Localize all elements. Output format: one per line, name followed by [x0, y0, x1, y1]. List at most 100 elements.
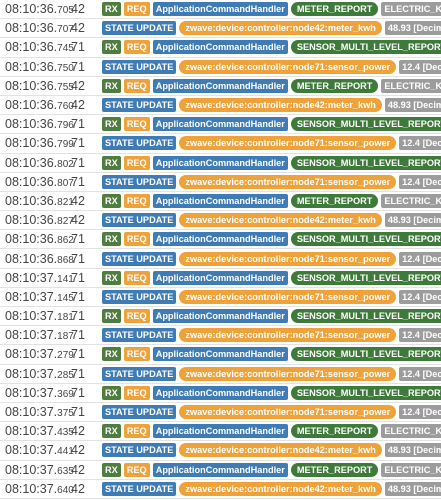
time-hms: 08:10:36. [5, 98, 58, 113]
timestamp: 08:10:36.760 [0, 98, 74, 113]
badge: REQ [123, 40, 150, 55]
badge: STATE UPDATE [102, 481, 177, 496]
node-id: 71 [71, 251, 85, 266]
node-id: 42 [71, 21, 85, 36]
node-id: 71 [71, 289, 85, 304]
badge: METER_REPORT [290, 78, 379, 93]
badge: SENSOR_MULTI_LEVEL_REPORT [290, 155, 441, 170]
badge: METER_REPORT [290, 193, 379, 208]
badge: ApplicationCommandHandler [152, 424, 288, 439]
log-row: 08:10:37.285 71 STATE UPDATE zwave:device:c… [0, 365, 441, 384]
node-id: 42 [71, 78, 85, 93]
timestamp: 08:10:36.750 [0, 59, 74, 74]
badge: STATE UPDATE [102, 174, 177, 189]
log-row: 08:10:37.141 71 RX REQ ApplicationCommandHan… [0, 269, 441, 288]
time-ms: 375 [57, 408, 74, 420]
node-id: 42 [71, 213, 85, 228]
log-row: 08:10:37.181 71 RX REQ ApplicationCommandHan… [0, 307, 441, 327]
log-row: 08:10:37.187 71 STATE UPDATE zwave:device:c… [0, 326, 441, 346]
badge: STATE UPDATE [102, 405, 177, 420]
badge: 12.4 [DecimalType] [399, 174, 441, 189]
node-id: 42 [71, 481, 85, 496]
timestamp: 08:10:37.635 [0, 463, 74, 477]
log-row: 08:10:36.707 42 STATE UPDATE zwave:device:c… [0, 19, 441, 39]
badge: SENSOR_MULTI_LEVEL_REPORT [290, 309, 441, 324]
badge: 12.4 [DecimalType] [399, 251, 441, 266]
time-hms: 08:10:36. [5, 59, 58, 74]
log-row: 08:10:37.640 42 STATE UPDATE zwave:device:c… [0, 480, 441, 499]
time-ms: 755 [57, 81, 74, 93]
log-row: 08:10:37.435 42 RX REQ ApplicationCommandHan… [0, 422, 441, 442]
node-id: 42 [71, 98, 85, 113]
badge: zwave:device:controller:node42:meter_kwh [179, 443, 382, 458]
timestamp: 08:10:36.802 [0, 156, 74, 170]
time-ms: 369 [57, 388, 74, 400]
badge: ApplicationCommandHandler [152, 347, 288, 362]
badge: METER_REPORT [290, 462, 379, 477]
log-row: 08:10:36.745 71 RX REQ ApplicationCommandHan… [0, 38, 441, 58]
time-ms: 868 [57, 254, 74, 266]
badge: SENSOR_MULTI_LEVEL_REPORT [290, 347, 441, 362]
badge: zwave:device:controller:node71:sensor_po… [179, 328, 397, 343]
node-id: 71 [71, 155, 85, 170]
badge: SENSOR_MULTI_LEVEL_REPORT [290, 117, 441, 132]
timestamp: 08:10:37.435 [0, 424, 74, 438]
badge: zwave:device:controller:node42:meter_kwh [179, 98, 382, 113]
time-ms: 862 [57, 235, 74, 247]
time-ms: 707 [57, 24, 74, 36]
badge: ApplicationCommandHandler [152, 462, 288, 477]
badge: RX [102, 40, 121, 55]
timestamp: 08:10:37.441 [0, 443, 74, 457]
time-ms: 141 [57, 273, 74, 285]
timestamp: 08:10:37.187 [0, 328, 74, 342]
time-hms: 08:10:37. [5, 385, 58, 400]
time-ms: 807 [57, 177, 74, 189]
badge: zwave:device:controller:node71:sensor_po… [179, 136, 397, 151]
time-ms: 145 [57, 292, 74, 304]
badge: ApplicationCommandHandler [152, 309, 288, 324]
timestamp: 08:10:36.745 [0, 40, 74, 54]
badge: REQ [123, 385, 150, 400]
log-row: 08:10:36.799 71 STATE UPDATE zwave:device:c… [0, 134, 441, 154]
badge: 48.93 [DecimalType] [384, 98, 441, 113]
badge: ApplicationCommandHandler [152, 2, 288, 17]
badge: STATE UPDATE [102, 21, 177, 36]
time-hms: 08:10:36. [5, 21, 58, 36]
node-id: 42 [71, 193, 85, 208]
node-id: 71 [71, 232, 85, 247]
time-ms: 799 [57, 139, 74, 151]
badge: zwave:device:controller:node71:sensor_po… [179, 59, 397, 74]
time-hms: 08:10:37. [5, 270, 58, 285]
badge: STATE UPDATE [102, 98, 177, 113]
timestamp: 08:10:36.707 [0, 21, 74, 36]
log-row: 08:10:37.635 42 RX REQ ApplicationCommandHan… [0, 461, 441, 480]
badge: RX [102, 78, 121, 93]
badge: METER_REPORT [290, 424, 379, 439]
badge: zwave:device:controller:node71:sensor_po… [179, 405, 397, 420]
badge: RX [102, 309, 121, 324]
timestamp: 08:10:36.868 [0, 252, 74, 266]
time-ms: 750 [57, 62, 74, 74]
time-ms: 285 [57, 369, 74, 381]
badge: RX [102, 270, 121, 285]
badge: REQ [123, 155, 150, 170]
badge: ELECTRIC_KWH [381, 424, 441, 439]
log-row: 08:10:36.868 71 STATE UPDATE zwave:device:c… [0, 249, 441, 269]
badge: RX [102, 193, 121, 208]
timestamp: 08:10:36.799 [0, 136, 74, 151]
badge: REQ [123, 270, 150, 285]
badge: STATE UPDATE [102, 136, 177, 151]
timestamp: 08:10:37.285 [0, 367, 74, 381]
time-hms: 08:10:36. [5, 117, 58, 132]
log-row: 08:10:36.821 42 RX REQ ApplicationCommandHan… [0, 192, 441, 212]
time-ms: 760 [57, 101, 74, 113]
timestamp: 08:10:37.279 [0, 347, 74, 362]
badge: SENSOR_MULTI_LEVEL_REPORT [290, 385, 441, 400]
log-row: 08:10:36.807 71 STATE UPDATE zwave:device:c… [0, 173, 441, 192]
time-hms: 08:10:37. [5, 347, 58, 362]
node-id: 71 [71, 40, 85, 55]
node-id: 42 [71, 424, 85, 439]
badge: ApplicationCommandHandler [152, 155, 288, 170]
timestamp: 08:10:36.821 [0, 194, 74, 208]
